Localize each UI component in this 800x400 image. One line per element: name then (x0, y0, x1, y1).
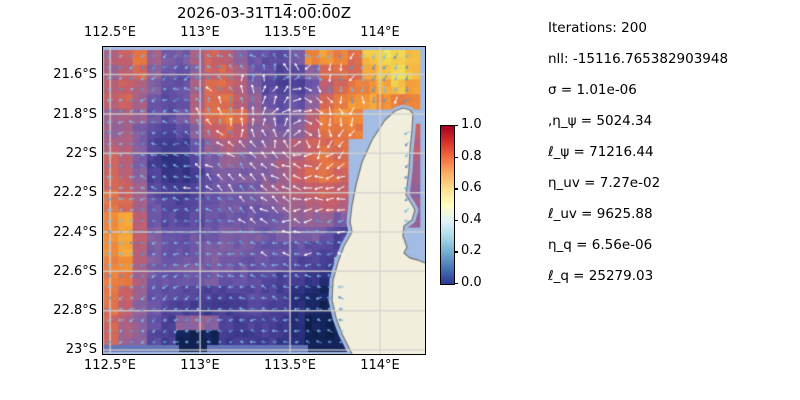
y-tick-label: 21.6°S (53, 67, 97, 82)
stats-line-ell-uv: ℓ_uv = 9625.88 (548, 206, 653, 222)
x-tick-label-bottom: 113.5°E (264, 358, 316, 373)
stats-line-eta-uv: η_uv = 7.27e-02 (548, 175, 661, 191)
colorbar-tick-label: 1.0 (461, 117, 482, 132)
y-tick-label: 23°S (65, 342, 97, 358)
colorbar-tick (454, 156, 458, 158)
stats-panel: Iterations: 200 nll: -15116.765382903948… (548, 19, 728, 298)
x-tick-label-bottom: 112.5°E (84, 358, 136, 373)
x-tick-label-top: 113°E (180, 25, 220, 40)
colorbar-tick (454, 125, 458, 127)
colorbar-tick-label: 0.2 (461, 243, 482, 259)
x-tick-label-bottom: 114°E (360, 358, 400, 373)
y-tick-label: 22°S (65, 146, 97, 161)
x-tick-label-top: 114°E (360, 25, 400, 40)
colorbar-tick-label: 0.0 (461, 275, 482, 290)
y-tick-label: 22.4°S (53, 224, 97, 240)
stats-line-eta-q: η_q = 6.56e-06 (548, 237, 653, 253)
stats-line-nll: nll: -15116.765382903948 (548, 51, 729, 67)
colorbar-tick (454, 251, 458, 253)
stats-line-ell-q: ℓ_q = 25279.03 (548, 268, 654, 284)
x-tick-label-top: 113.5°E (264, 25, 316, 40)
colorbar-tick (454, 219, 458, 222)
colorbar-tick-label: 0.8 (461, 148, 482, 164)
x-tick-label-bottom: 113°E (180, 358, 220, 373)
stats-line-ell-psi: ℓ_ψ = 71216.44 (548, 144, 654, 160)
stats-line-iterations: Iterations: 200 (548, 20, 647, 36)
plot-title: 2026-03-31T14̅:00̅:0̅0Z (177, 4, 351, 22)
colorbar-tick-label: 0.6 (461, 180, 482, 196)
colorbar-tick-label: 0.4 (461, 211, 482, 227)
colorbar-gradient (440, 125, 455, 285)
colorbar-tick (454, 188, 458, 190)
y-tick-label: 22.2°S (53, 185, 97, 201)
y-tick-label: 22.8°S (53, 303, 97, 319)
stats-line-eta-psi: ,η_ψ = 5024.34 (548, 113, 653, 129)
stats-line-sigma: σ = 1.01e-06 (548, 82, 637, 98)
y-tick-label: 21.8°S (53, 106, 97, 122)
x-tick-label-top: 112.5°E (84, 25, 136, 40)
y-tick-label: 22.6°S (53, 263, 97, 279)
map-plot (102, 46, 426, 355)
heatmap-quiver-canvas (103, 47, 425, 354)
colorbar-tick (454, 283, 458, 285)
